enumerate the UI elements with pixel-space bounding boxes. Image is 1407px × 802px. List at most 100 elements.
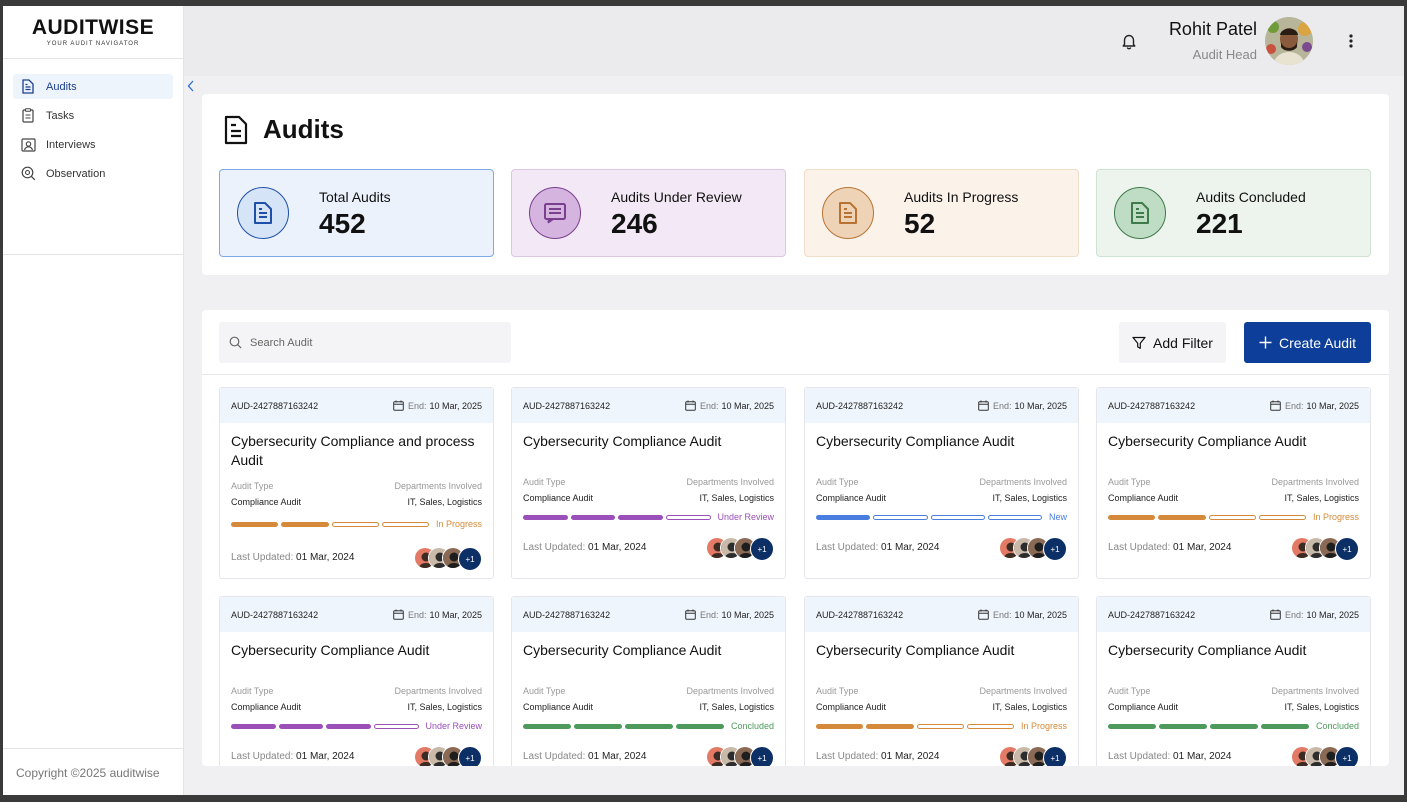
end-label: End: <box>992 400 1012 411</box>
audit-title: Cybersecurity Compliance Audit <box>231 642 430 658</box>
audit-card[interactable]: AUD-2427887163242 End: 10 Mar, 2025 Cyberse… <box>219 596 494 766</box>
total-audits-card[interactable]: Total Audits 452 <box>219 169 494 257</box>
departments-label: Departments Involved <box>686 477 774 487</box>
calendar-icon <box>1270 400 1281 411</box>
member-avatars[interactable]: +1 <box>999 746 1067 766</box>
page-title: Audits <box>263 114 344 144</box>
audit-card[interactable]: AUD-2427887163242 End: 10 Mar, 2025 Cyberse… <box>219 387 494 579</box>
end-date: End: 10 Mar, 2025 <box>393 400 482 411</box>
member-avatars[interactable]: +1 <box>999 537 1067 561</box>
last-updated-value: 01 Mar, 2024 <box>1173 751 1232 762</box>
stat-label: Audits Concluded <box>1196 189 1306 205</box>
last-updated-label: Last Updated: <box>1108 542 1171 553</box>
member-avatars[interactable]: +1 <box>706 746 774 766</box>
progress-segment <box>930 514 985 520</box>
card-header: AUD-2427887163242 End: 10 Mar, 2025 <box>512 388 785 423</box>
end-label: End: <box>1284 609 1304 620</box>
card-header: AUD-2427887163242 End: 10 Mar, 2025 <box>805 597 1078 632</box>
end-label: End: <box>699 609 719 620</box>
audit-id: AUD-2427887163242 <box>523 400 611 411</box>
last-updated-value: 01 Mar, 2024 <box>296 751 355 762</box>
search-input[interactable] <box>250 336 490 349</box>
status-label: Under Review <box>717 512 775 522</box>
member-avatars[interactable]: +1 <box>1291 746 1359 766</box>
end-label: End: <box>407 400 427 411</box>
document-icon <box>237 187 289 239</box>
last-updated-value: 01 Mar, 2024 <box>588 751 647 762</box>
add-filter-button[interactable]: Add Filter <box>1119 322 1226 363</box>
status-label: In Progress <box>436 519 483 529</box>
end-date: End: 10 Mar, 2025 <box>393 609 482 620</box>
bell-icon[interactable] <box>1120 32 1138 50</box>
end-date: End: 10 Mar, 2025 <box>978 400 1067 411</box>
more-menu-icon[interactable] <box>1346 32 1356 50</box>
more-members-badge: +1 <box>750 537 774 561</box>
progress-segment <box>816 514 871 520</box>
end-date-value: 10 Mar, 2025 <box>429 400 482 411</box>
meta-labels: Audit Type Departments Involved <box>231 686 482 696</box>
clipboard-icon <box>20 108 36 124</box>
under-review-card[interactable]: Audits Under Review 246 <box>511 169 786 257</box>
document-icon <box>224 115 248 144</box>
collapse-sidebar-button[interactable] <box>185 79 197 93</box>
person-card-icon <box>20 137 36 153</box>
progress-segment <box>618 514 663 520</box>
audit-type-value: Compliance Audit <box>523 702 594 712</box>
end-label: End: <box>699 400 719 411</box>
departments-value: IT, Sales, Logistics <box>992 493 1067 503</box>
card-header: AUD-2427887163242 End: 10 Mar, 2025 <box>220 597 493 632</box>
audit-type-value: Compliance Audit <box>816 702 887 712</box>
avatar[interactable] <box>1265 17 1313 65</box>
progress-segment <box>331 521 379 527</box>
progress-segment <box>1158 514 1206 520</box>
sidebar-item-label: Tasks <box>46 109 75 122</box>
logo: AUDITWISE YOUR AUDIT NAVIGATOR <box>3 6 183 59</box>
last-updated: Last Updated: 01 Mar, 2024 <box>523 542 646 553</box>
member-avatars[interactable]: +1 <box>414 547 482 571</box>
member-avatars[interactable]: +1 <box>1291 537 1359 561</box>
audit-card[interactable]: AUD-2427887163242 End: 10 Mar, 2025 Cyberse… <box>804 596 1079 766</box>
concluded-card[interactable]: Audits Concluded 221 <box>1096 169 1371 257</box>
summary-panel: Audits Total Audits 452 Audits Under Revie… <box>202 94 1389 275</box>
meta-labels: Audit Type Departments Involved <box>1108 477 1359 487</box>
end-date-value: 10 Mar, 2025 <box>1014 609 1067 620</box>
audit-title: Cybersecurity Compliance and process Aud… <box>231 433 475 468</box>
audit-card[interactable]: AUD-2427887163242 End: 10 Mar, 2025 Cyberse… <box>804 387 1079 579</box>
audit-title: Cybersecurity Compliance Audit <box>1108 433 1307 449</box>
end-date-value: 10 Mar, 2025 <box>1014 400 1067 411</box>
departments-value: IT, Sales, Logistics <box>699 702 774 712</box>
end-date: End: 10 Mar, 2025 <box>978 609 1067 620</box>
document-icon <box>822 187 874 239</box>
create-audit-button[interactable]: Create Audit <box>1244 322 1371 363</box>
logo-tagline: YOUR AUDIT NAVIGATOR <box>46 41 140 47</box>
audit-title: Cybersecurity Compliance Audit <box>1108 642 1307 658</box>
member-avatars[interactable]: +1 <box>706 537 774 561</box>
last-updated-value: 01 Mar, 2024 <box>588 542 647 553</box>
search-icon <box>229 336 242 349</box>
progress-segment <box>816 723 864 729</box>
stat-value: 221 <box>1196 208 1243 239</box>
last-updated-value: 01 Mar, 2024 <box>881 751 940 762</box>
audit-card[interactable]: AUD-2427887163242 End: 10 Mar, 2025 Cyberse… <box>1096 387 1371 579</box>
progress-segment <box>281 521 329 527</box>
departments-value: IT, Sales, Logistics <box>1284 702 1359 712</box>
member-avatars[interactable]: +1 <box>414 746 482 766</box>
last-updated: Last Updated: 01 Mar, 2024 <box>231 552 354 563</box>
audit-card[interactable]: AUD-2427887163242 End: 10 Mar, 2025 Cyberse… <box>1096 596 1371 766</box>
in-progress-card[interactable]: Audits In Progress 52 <box>804 169 1079 257</box>
status-progress: Under Review <box>231 721 482 731</box>
status-progress: In Progress <box>231 519 482 529</box>
sidebar-item-observation[interactable]: Observation <box>13 161 173 186</box>
end-date: End: 10 Mar, 2025 <box>685 400 774 411</box>
audit-title: Cybersecurity Compliance Audit <box>523 433 722 449</box>
audit-card[interactable]: AUD-2427887163242 End: 10 Mar, 2025 Cyberse… <box>511 387 786 579</box>
card-header: AUD-2427887163242 End: 10 Mar, 2025 <box>512 597 785 632</box>
sidebar-item-audits[interactable]: Audits <box>13 74 173 99</box>
progress-segment <box>570 514 616 520</box>
status-label: Concluded <box>731 721 775 731</box>
progress-segment <box>866 723 914 729</box>
sidebar-item-interviews[interactable]: Interviews <box>13 132 173 157</box>
audit-card[interactable]: AUD-2427887163242 End: 10 Mar, 2025 Cyberse… <box>511 596 786 766</box>
sidebar-item-tasks[interactable]: Tasks <box>13 103 173 128</box>
progress-segment <box>966 723 1014 729</box>
